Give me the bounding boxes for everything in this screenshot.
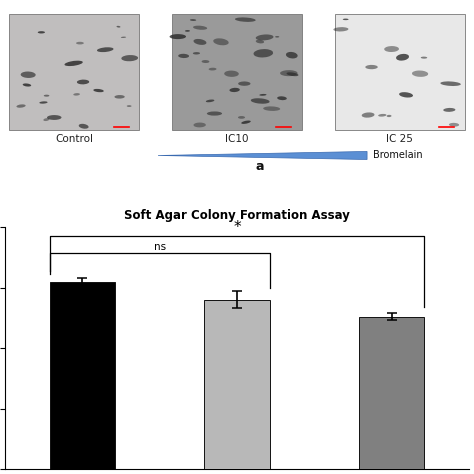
Ellipse shape: [185, 30, 190, 32]
Ellipse shape: [207, 111, 222, 116]
Ellipse shape: [387, 115, 392, 117]
Ellipse shape: [73, 93, 80, 96]
Bar: [359, 317, 424, 469]
Ellipse shape: [263, 106, 280, 111]
Ellipse shape: [259, 94, 266, 96]
Title: Soft Agar Colony Formation Assay: Soft Agar Colony Formation Assay: [124, 209, 350, 222]
Ellipse shape: [79, 124, 89, 129]
Ellipse shape: [121, 55, 138, 61]
Ellipse shape: [190, 19, 196, 21]
Ellipse shape: [238, 82, 250, 86]
Ellipse shape: [421, 56, 427, 59]
Ellipse shape: [17, 104, 26, 108]
Ellipse shape: [23, 83, 31, 87]
Ellipse shape: [333, 27, 348, 31]
Ellipse shape: [254, 49, 273, 57]
Text: *: *: [233, 220, 241, 235]
Ellipse shape: [362, 112, 374, 118]
Ellipse shape: [241, 120, 251, 124]
Ellipse shape: [286, 52, 298, 58]
Ellipse shape: [449, 123, 459, 127]
Ellipse shape: [21, 72, 36, 78]
Ellipse shape: [224, 71, 239, 77]
Text: ns: ns: [154, 242, 165, 252]
Ellipse shape: [121, 36, 126, 38]
Bar: [172, 14, 302, 130]
Ellipse shape: [117, 26, 120, 27]
Ellipse shape: [209, 68, 217, 71]
Bar: [335, 14, 465, 130]
Ellipse shape: [127, 105, 132, 107]
Ellipse shape: [178, 54, 189, 58]
Ellipse shape: [193, 26, 207, 30]
Ellipse shape: [235, 18, 255, 22]
Polygon shape: [158, 152, 367, 160]
Ellipse shape: [275, 36, 279, 37]
Ellipse shape: [97, 47, 113, 52]
Text: IC10: IC10: [225, 134, 249, 144]
Ellipse shape: [399, 92, 413, 98]
Ellipse shape: [193, 39, 207, 45]
Ellipse shape: [251, 98, 270, 104]
Ellipse shape: [93, 89, 104, 92]
Ellipse shape: [193, 123, 206, 128]
Ellipse shape: [44, 95, 49, 97]
Text: a: a: [256, 160, 264, 173]
Ellipse shape: [286, 73, 299, 76]
Ellipse shape: [256, 40, 264, 44]
Ellipse shape: [64, 61, 83, 66]
Ellipse shape: [277, 96, 287, 100]
Ellipse shape: [440, 82, 461, 86]
Text: IC 25: IC 25: [386, 134, 413, 144]
Ellipse shape: [39, 101, 47, 104]
Ellipse shape: [412, 71, 428, 77]
Ellipse shape: [206, 100, 214, 102]
Ellipse shape: [280, 70, 298, 76]
Ellipse shape: [238, 116, 245, 119]
Bar: [9, 14, 139, 130]
Ellipse shape: [114, 95, 125, 99]
Bar: [204, 300, 270, 469]
Ellipse shape: [343, 18, 348, 20]
Ellipse shape: [43, 118, 49, 121]
Ellipse shape: [213, 38, 228, 46]
Text: Control: Control: [55, 134, 93, 144]
Ellipse shape: [365, 65, 378, 69]
Text: Bromelain: Bromelain: [373, 150, 422, 161]
Ellipse shape: [38, 31, 45, 34]
Ellipse shape: [255, 35, 273, 40]
Bar: [50, 282, 115, 469]
Ellipse shape: [384, 46, 399, 52]
Ellipse shape: [193, 52, 200, 55]
Ellipse shape: [76, 42, 84, 45]
Ellipse shape: [77, 80, 89, 84]
Ellipse shape: [170, 34, 186, 39]
Ellipse shape: [378, 114, 386, 117]
Ellipse shape: [396, 54, 409, 61]
Ellipse shape: [443, 108, 456, 112]
Ellipse shape: [47, 115, 62, 120]
Ellipse shape: [201, 60, 210, 63]
Ellipse shape: [229, 88, 240, 92]
